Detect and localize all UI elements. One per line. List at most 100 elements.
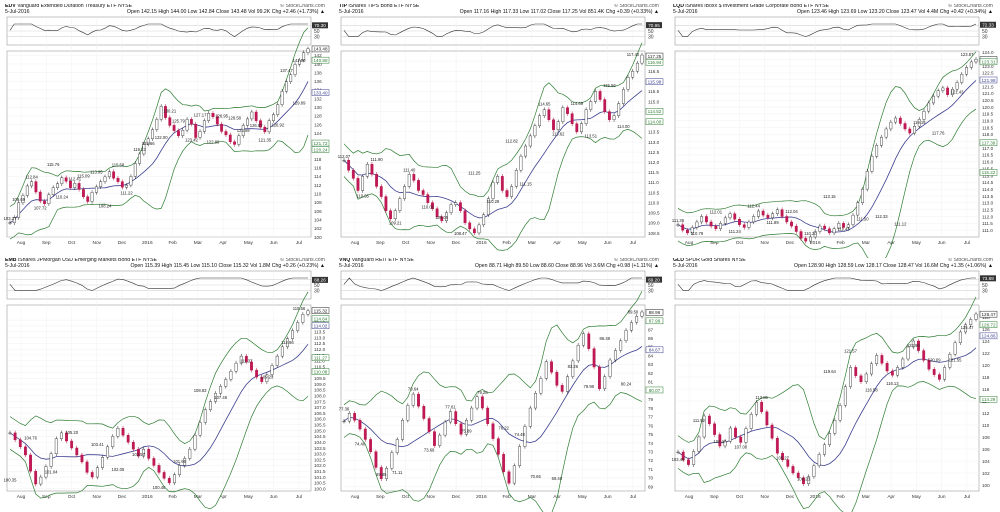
candle-body — [550, 361, 553, 373]
candle-body — [80, 454, 84, 463]
candle-body — [828, 433, 832, 445]
candle-body — [960, 74, 964, 83]
candle-body — [255, 369, 259, 378]
chart-panel-vnq: VNQ Vanguard REIT ETF NYSE © StockCharts.… — [339, 258, 664, 512]
candle-body — [185, 119, 189, 131]
candle-body — [486, 407, 490, 424]
candle-body — [390, 452, 394, 469]
price-tick-label: 114 — [314, 174, 322, 179]
price-tick-label: 112.0 — [982, 214, 994, 219]
price-annotation: 115.09 — [77, 174, 90, 179]
candle-body — [913, 126, 916, 134]
security-name: Vanguard Extended Duration Treasury ETF — [17, 4, 117, 9]
candle-body — [259, 120, 262, 128]
candle-body — [472, 228, 476, 234]
candle-body — [908, 128, 912, 134]
candle-body — [953, 342, 957, 355]
price-tick-label: 108 — [314, 200, 322, 205]
candle-body — [459, 423, 463, 435]
candle-body — [856, 202, 860, 216]
price-tick-label: 100 — [982, 483, 990, 488]
candle-body — [870, 363, 873, 375]
candle-body — [173, 474, 176, 484]
candle-body — [528, 407, 532, 427]
candle-body — [463, 210, 467, 224]
price-tick-label: 86 — [648, 336, 654, 341]
candle-body — [846, 224, 850, 228]
candle-body — [95, 467, 99, 478]
candle-body — [70, 440, 74, 449]
ticker: EMB — [5, 258, 17, 263]
x-tick-label: Dec — [786, 494, 795, 500]
x-tick-label: Jun — [270, 494, 278, 500]
candle-body — [896, 367, 899, 376]
candle-body — [389, 210, 392, 220]
price-value-label: 114.64 — [314, 316, 328, 321]
x-tick-label: 2016 — [476, 240, 487, 246]
price-tick-label: 113.0 — [648, 140, 660, 145]
candle-body — [370, 164, 374, 175]
price-value-label: 133.40 — [313, 90, 327, 95]
candle-body — [121, 428, 125, 436]
price-annotation: 111.40 — [403, 167, 416, 172]
candle-body — [922, 350, 926, 361]
x-tick-label: Sep — [42, 240, 51, 246]
candle-body — [714, 225, 718, 229]
candle-body — [544, 361, 548, 379]
candle-body — [276, 104, 280, 115]
candle-body — [635, 316, 639, 323]
price-tick-label: 116.5 — [648, 69, 660, 74]
chart-date: 5-Jul-2016 — [673, 262, 698, 269]
price-tick-label: 108.5 — [314, 388, 326, 393]
rsi-line — [9, 23, 308, 37]
price-tick-label: 115.5 — [648, 89, 660, 94]
upper-band — [677, 51, 977, 217]
candle-body — [351, 170, 355, 179]
candle-body — [164, 106, 167, 118]
candle-body — [203, 409, 207, 423]
chart-date: 5-Jul-2016 — [673, 8, 698, 15]
moving-average-line — [9, 81, 309, 224]
lower-band — [343, 392, 643, 512]
upper-band — [343, 291, 643, 406]
price-annotation: 114.00 — [617, 124, 630, 129]
price-annotation: 111.89 — [767, 220, 780, 225]
security-name: Vanguard REIT ETF — [351, 258, 399, 263]
candle-body — [547, 109, 551, 120]
candle-body — [709, 221, 713, 227]
candle-body — [640, 311, 644, 317]
price-value-tag — [311, 89, 330, 96]
candle-body — [733, 213, 737, 220]
price-tick-label: 121.5 — [982, 84, 994, 89]
candle-body — [747, 221, 751, 228]
price-annotation: 110.55 — [356, 194, 369, 199]
candle-body — [738, 219, 741, 225]
x-tick-label: Sep — [376, 494, 385, 500]
candle-body — [131, 441, 135, 450]
candle-body — [194, 123, 198, 138]
price-annotation: 79.64 — [408, 387, 419, 392]
candle-body — [890, 370, 894, 376]
candle-body — [250, 111, 254, 120]
candle-body — [379, 186, 383, 197]
price-annotation: 79.28 — [477, 390, 488, 395]
candle-body — [592, 348, 596, 368]
candle-body — [617, 103, 621, 116]
candle-body — [111, 436, 115, 448]
price-tick-label: 132 — [314, 96, 322, 101]
price-annotation: 75.89 — [461, 428, 472, 433]
price-value-label: 114.52 — [648, 109, 662, 114]
price-annotation: 115.56 — [603, 83, 616, 88]
upper-band — [343, 42, 643, 198]
security-name: iShares TIPS Bond ETF — [348, 4, 404, 9]
candle-body — [635, 62, 639, 72]
chart-header: VNQ Vanguard REIT ETF NYSE © StockCharts.… — [339, 258, 661, 269]
quote-stats: Open 117.16 High 117.33 Low 117.02 Close… — [459, 8, 659, 15]
candle-body — [17, 202, 21, 218]
candle-body — [739, 436, 743, 443]
price-tick-label: 111.0 — [648, 180, 659, 185]
price-annotation: 114.65 — [538, 102, 551, 107]
price-value-tag — [311, 315, 330, 322]
price-tick-label: 106 — [982, 447, 990, 452]
price-annotation: 111.22 — [121, 190, 134, 195]
